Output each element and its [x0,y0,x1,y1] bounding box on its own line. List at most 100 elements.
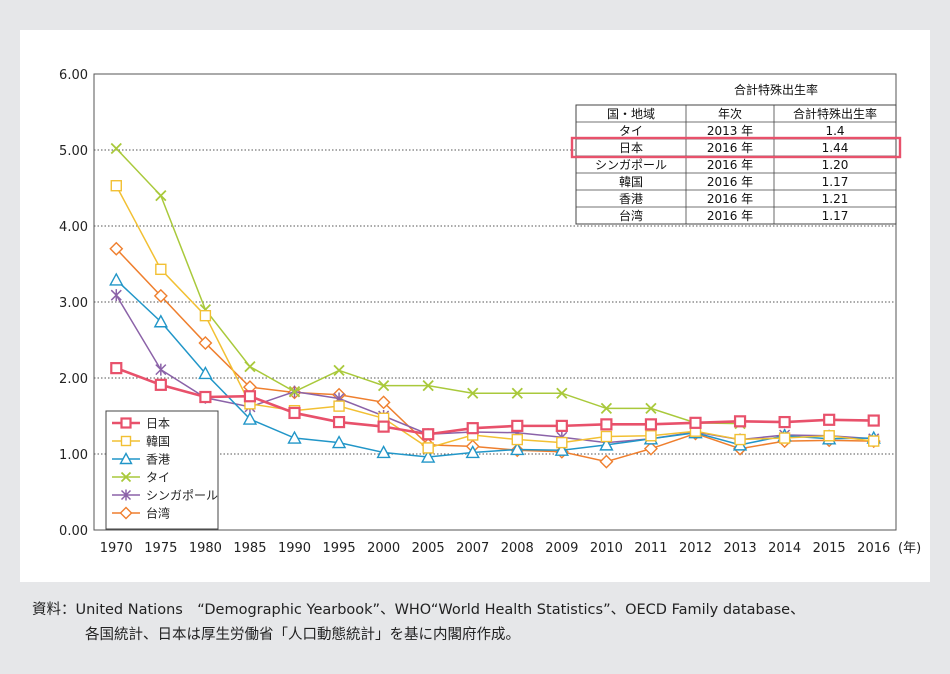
legend-marker [119,452,133,465]
inset-table-cell: 日本 [619,141,643,155]
data-point [153,288,168,303]
data-point [110,142,122,155]
x-tick-label: 2016 [857,541,890,556]
data-point [733,415,747,428]
data-point [287,430,302,444]
inset-table-cell: 2016 年 [707,175,753,189]
y-tick-label: 0.00 [59,524,88,539]
data-point [467,387,479,399]
inset-table-title: 合計特殊出生率 [734,82,818,97]
data-point [823,430,835,442]
data-point [599,454,614,469]
inset-table-cell: 1.4 [825,124,844,138]
x-tick-label: 2005 [412,541,445,556]
data-point [644,418,658,431]
data-point [466,422,479,435]
series-line-6 [115,248,874,463]
data-point [376,445,391,459]
x-tick-label: 1980 [189,541,222,556]
inset-table-header: 国・地域 [607,107,655,121]
series-line-3 [115,279,874,458]
legend-label: 香港 [146,453,170,467]
inset-table-cell: タイ [619,124,643,138]
data-point [199,390,212,404]
data-point [823,413,836,426]
data-point [332,415,346,429]
data-point [465,445,480,459]
data-point [422,428,435,441]
data-point [155,263,167,276]
inset-table-highlight [570,136,902,159]
data-point [154,378,167,391]
x-tick-label: 2000 [367,541,400,556]
data-point [288,386,301,398]
source-note-line-1: 資料：United Nations “Demographic Yearbook”… [32,602,805,618]
line-chart: 0.00 1.00 2.00 3.00 4.00 5.00 6.00 1970 1975 1980… [59,68,921,556]
legend-marker [120,489,132,501]
source-note: 資料：United Nations “Demographic Yearbook”… [32,598,932,648]
data-point [377,379,390,392]
legend-label: シンガポール [146,489,218,503]
data-point [155,189,167,202]
data-point [511,433,523,446]
x-tick-label: 2011 [634,541,667,556]
data-point [110,362,123,375]
data-point [600,418,613,431]
data-point [734,433,746,446]
data-point [422,442,434,454]
inset-table-header: 合計特殊出生率 [793,106,877,121]
data-point [867,414,880,427]
data-point [645,402,657,415]
inset-table-cell: 2013 年 [707,124,753,138]
inset-table-cell: 台湾 [619,208,643,223]
inset-table-cell: 2016 年 [707,158,753,172]
data-point [199,309,212,322]
legend-label: 韓国 [146,435,170,449]
x-tick-label: 1995 [323,541,356,556]
chart-panel: 0.00 1.00 2.00 3.00 4.00 5.00 6.00 1970 1975 1980… [20,30,930,582]
series-line-1 [115,366,874,436]
data-point [554,442,570,456]
series-line-2 [115,185,874,449]
data-point [333,400,345,412]
x-tick-label: 2014 [768,541,801,556]
legend-label: 台湾 [146,506,170,521]
y-tick-label: 2.00 [59,372,88,387]
data-point [153,314,169,328]
data-point [600,430,613,443]
inset-table-cell: 韓国 [619,175,643,189]
data-point [511,387,523,399]
legend-label: 日本 [146,417,170,431]
legend-label: タイ [146,471,170,485]
x-tick-label: 2015 [813,541,846,556]
inset-table-header: 年次 [718,107,742,121]
data-point [198,365,213,380]
legend-marker [120,471,132,483]
data-point [242,411,258,425]
x-tick-label: 2008 [501,541,534,556]
data-point [244,360,256,373]
data-point [422,379,434,392]
x-tick-label: 2012 [679,541,712,556]
y-tick-label: 6.00 [59,68,88,83]
x-tick-label: 1985 [233,541,266,556]
legend-marker [120,417,132,429]
data-point [110,180,122,192]
y-tick-label: 5.00 [59,144,88,159]
data-point [778,432,791,444]
data-point [377,420,390,433]
inset-table-cell: 香港 [619,192,643,206]
inset-table-cell: 2016 年 [707,192,753,206]
inset-table-cell: 1.21 [822,192,849,206]
inset-table-cell: 1.17 [822,175,849,189]
data-point [555,419,568,432]
data-point [868,435,880,447]
inset-table-cell: シンガポール [595,158,667,172]
data-point [510,441,525,456]
y-tick-label: 4.00 [59,220,88,235]
data-point [643,441,658,456]
inset-table-cell: 1.17 [822,209,849,223]
data-point [243,390,257,403]
data-point [645,430,657,442]
inset-table-border [575,104,897,225]
